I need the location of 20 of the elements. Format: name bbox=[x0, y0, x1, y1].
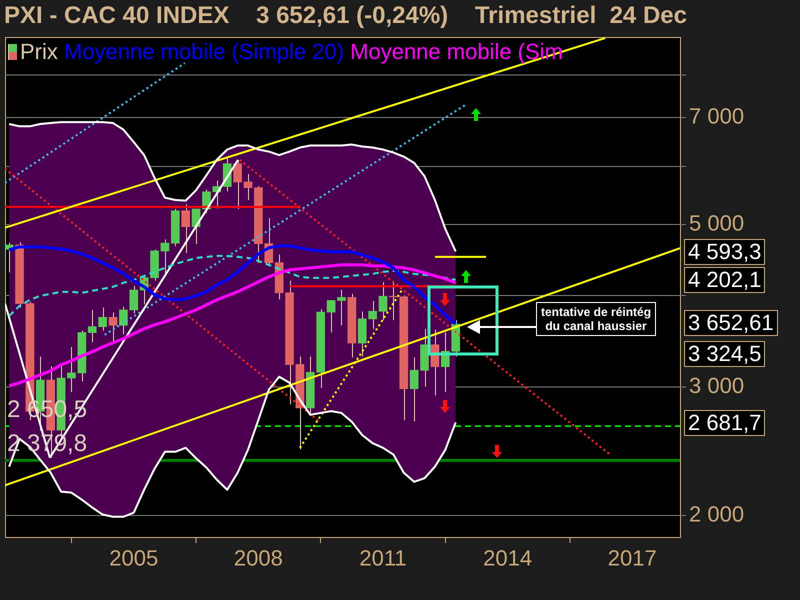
text: 3 652,61 bbox=[684, 310, 778, 336]
x-tick-label: 2008 bbox=[234, 545, 283, 570]
y-tick-label: 5 000 bbox=[689, 210, 744, 236]
text: 2 681,7 bbox=[684, 410, 766, 436]
ref-line-label: 2 650,5 bbox=[7, 396, 88, 423]
legend-label: Prix bbox=[20, 39, 59, 64]
x-tick-label: 2014 bbox=[483, 545, 532, 570]
y-tick-label: 3 000 bbox=[689, 372, 744, 398]
x-tick-label: 2005 bbox=[109, 545, 158, 570]
text: Moyenne mobile (Simple 20) bbox=[64, 39, 346, 64]
chart-title: PXI - CAC 40 INDEX 3 652,61 (-0,24%) Trimestriel 24 Dec bbox=[4, 2, 687, 30]
text: 4 593,3 bbox=[684, 239, 766, 265]
text: 3 324,5 bbox=[684, 341, 766, 367]
y-tick-label: 7 000 bbox=[689, 104, 744, 129]
text: 4 202,1 bbox=[684, 267, 766, 293]
x-tick-label: 2011 bbox=[359, 545, 407, 570]
annotation: tentative de réintég du canal haussier bbox=[536, 302, 656, 336]
text: Moyenne mobile (Sim bbox=[350, 39, 564, 64]
y-tick-label: 2 000 bbox=[689, 502, 744, 527]
x-tick-label: 2017 bbox=[608, 545, 657, 570]
